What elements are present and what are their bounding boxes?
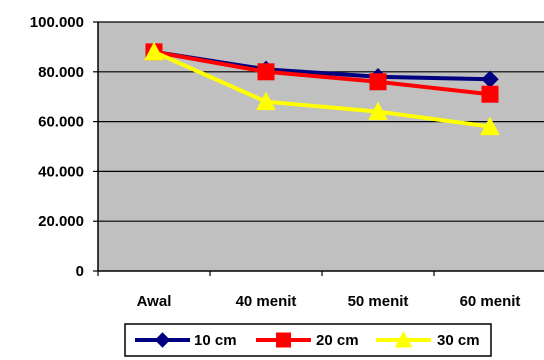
legend-item: 30 cm	[376, 330, 480, 349]
axes	[97, 22, 544, 272]
data-point	[257, 63, 275, 81]
data-point	[256, 91, 276, 111]
x-axis-ticks: Awal 40 menit 50 menit 60 menit	[97, 271, 521, 310]
data-point	[480, 116, 500, 136]
data-point	[154, 332, 171, 348]
legend: 10 cm 20 cm 30 cm	[124, 323, 492, 357]
series-30-cm	[144, 41, 500, 136]
y-axis-ticks: 0 20.000 40.000 60.000 80.000 100.000	[30, 14, 98, 280]
x-tick-label: 60 menit	[460, 293, 521, 310]
y-tick-label: 20.000	[38, 213, 84, 230]
y-tick-label: 40.000	[38, 163, 84, 180]
legend-item: 20 cm	[256, 332, 359, 349]
y-tick-label: 60.000	[38, 114, 84, 131]
series-line	[153, 49, 491, 97]
data-point	[481, 85, 499, 103]
legend-item: 10 cm	[135, 332, 237, 349]
gridlines	[98, 21, 544, 222]
legend-label: 10 cm	[194, 332, 237, 349]
series-group	[144, 41, 500, 136]
y-tick-label: 80.000	[38, 64, 84, 81]
legend-label: 20 cm	[316, 332, 359, 349]
data-point	[144, 41, 164, 61]
y-tick-label: 0	[76, 263, 84, 280]
data-point	[394, 330, 413, 348]
x-tick-label: 50 menit	[348, 293, 409, 310]
series-line	[153, 50, 491, 129]
y-tick-label: 100.000	[30, 14, 84, 31]
data-point	[368, 101, 388, 121]
plot-area	[98, 22, 544, 271]
x-tick-label: Awal	[137, 293, 172, 310]
data-point	[369, 73, 387, 91]
x-tick-label: 40 menit	[236, 293, 297, 310]
legend-label: 30 cm	[437, 332, 480, 349]
data-point	[276, 332, 291, 348]
